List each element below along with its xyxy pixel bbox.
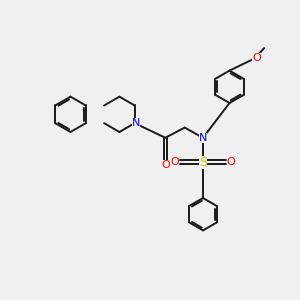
Text: O: O [171,157,179,167]
Text: N: N [132,118,140,128]
Text: N: N [199,133,207,143]
Text: O: O [226,157,235,167]
Text: S: S [199,156,207,169]
Text: O: O [161,160,170,170]
Text: O: O [252,53,261,63]
